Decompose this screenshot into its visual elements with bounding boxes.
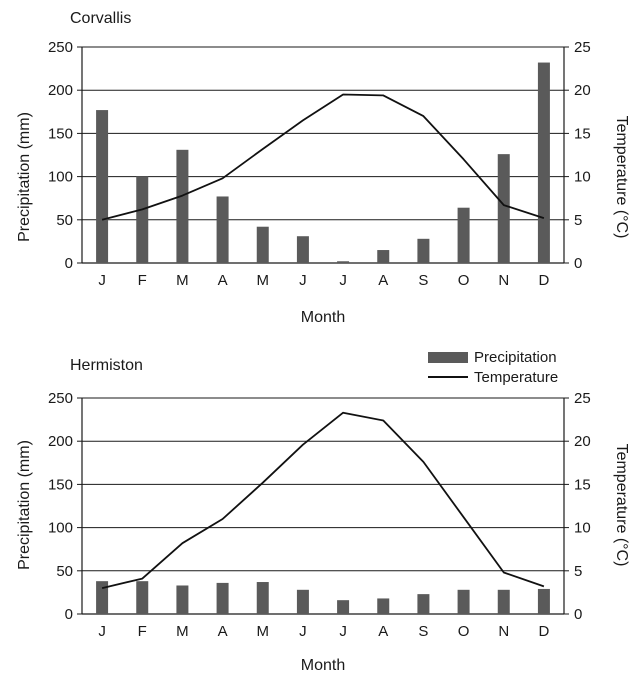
x-tick-label: A xyxy=(378,623,388,640)
y-axis-label-right: Temperature (°C) xyxy=(613,444,630,567)
precipitation-bar xyxy=(296,589,309,614)
x-tick-label: M xyxy=(257,623,270,640)
precipitation-bar xyxy=(537,62,550,263)
x-tick-label: F xyxy=(138,623,147,640)
y-tick-label-right: 15 xyxy=(574,476,591,493)
precipitation-bar xyxy=(216,582,229,614)
precipitation-bar xyxy=(337,600,350,614)
x-tick-label: J xyxy=(98,272,106,289)
legend: Precipitation Temperature xyxy=(428,349,558,386)
y-tick-label-right: 5 xyxy=(574,212,582,229)
x-tick-label: A xyxy=(218,272,228,289)
x-tick-label: O xyxy=(458,272,470,289)
precipitation-bar xyxy=(256,226,269,263)
y-tick-label-right: 0 xyxy=(574,606,582,623)
y-tick-label-left: 250 xyxy=(48,390,73,407)
precipitation-bar xyxy=(497,589,510,614)
precipitation-bar xyxy=(256,582,269,614)
temperature-line xyxy=(101,411,545,589)
precipitation-bar xyxy=(136,176,149,263)
x-tick-label: A xyxy=(218,623,228,640)
y-tick-label-left: 50 xyxy=(56,563,73,580)
x-tick-label: J xyxy=(339,272,347,289)
y-tick-label-right: 20 xyxy=(574,433,591,450)
y-axis-label-right: Temperature (°C) xyxy=(613,116,630,239)
precipitation-bar xyxy=(296,236,309,263)
y-tick-label-left: 100 xyxy=(48,169,73,186)
precipitation-bar xyxy=(417,594,430,614)
x-tick-label: N xyxy=(498,623,509,640)
precipitation-bar xyxy=(337,261,350,263)
x-tick-label: M xyxy=(257,272,270,289)
legend-label-temperature: Temperature xyxy=(474,369,558,386)
legend-label-precipitation: Precipitation xyxy=(474,349,557,366)
y-tick-label-left: 250 xyxy=(48,39,73,56)
x-tick-label: A xyxy=(378,272,388,289)
precipitation-bar xyxy=(417,238,430,263)
y-tick-label-left: 150 xyxy=(48,125,73,142)
y-tick-label-left: 50 xyxy=(56,212,73,229)
y-tick-label-left: 200 xyxy=(48,82,73,99)
y-tick-label-right: 10 xyxy=(574,520,591,537)
x-axis-label: Month xyxy=(301,309,345,326)
chart-title: Corvallis xyxy=(70,10,131,27)
y-tick-label-left: 200 xyxy=(48,433,73,450)
y-tick-label-right: 0 xyxy=(574,255,582,272)
x-tick-label: N xyxy=(498,272,509,289)
temperature-line xyxy=(101,93,545,221)
x-tick-label: M xyxy=(176,272,189,289)
x-tick-label: O xyxy=(458,623,470,640)
x-tick-label: J xyxy=(339,623,347,640)
precipitation-bar xyxy=(377,250,390,263)
x-tick-label: D xyxy=(538,272,549,289)
y-tick-label-left: 0 xyxy=(65,255,73,272)
x-tick-label: S xyxy=(418,623,428,640)
precipitation-bar xyxy=(457,207,470,263)
precipitation-bar xyxy=(96,110,109,264)
precipitation-bar xyxy=(537,588,550,614)
x-tick-label: D xyxy=(538,623,549,640)
y-tick-label-right: 15 xyxy=(574,125,591,142)
y-tick-label-left: 0 xyxy=(65,606,73,623)
x-tick-label: M xyxy=(176,623,189,640)
x-tick-label: S xyxy=(418,272,428,289)
x-tick-label: J xyxy=(98,623,106,640)
y-tick-label-left: 100 xyxy=(48,520,73,537)
x-axis-label: Month xyxy=(301,657,345,674)
legend-swatch-precipitation xyxy=(428,352,468,363)
precipitation-bar xyxy=(377,598,390,614)
x-tick-label: F xyxy=(138,272,147,289)
precipitation-bar xyxy=(96,581,109,614)
y-axis-label-left: Precipitation (mm) xyxy=(16,112,33,242)
precipitation-bar xyxy=(497,154,510,263)
y-tick-label-right: 25 xyxy=(574,390,591,407)
precipitation-bar xyxy=(176,149,189,263)
precipitation-bar xyxy=(216,196,229,263)
precipitation-bar xyxy=(457,589,470,614)
precipitation-bar xyxy=(176,585,189,614)
y-tick-label-right: 10 xyxy=(574,169,591,186)
precipitation-bar xyxy=(136,581,149,614)
x-tick-label: J xyxy=(299,272,307,289)
corvallis-chart: Corvallis Precipitation (mm) Temperature… xyxy=(16,10,630,326)
y-tick-label-right: 25 xyxy=(574,39,591,56)
hermiston-chart: Hermiston Precipitation (mm) Temperature… xyxy=(16,349,630,674)
y-tick-label-right: 5 xyxy=(574,563,582,580)
y-tick-label-right: 20 xyxy=(574,82,591,99)
chart-title: Hermiston xyxy=(70,357,143,374)
y-tick-label-left: 150 xyxy=(48,476,73,493)
x-tick-label: J xyxy=(299,623,307,640)
y-axis-label-left: Precipitation (mm) xyxy=(16,440,33,570)
